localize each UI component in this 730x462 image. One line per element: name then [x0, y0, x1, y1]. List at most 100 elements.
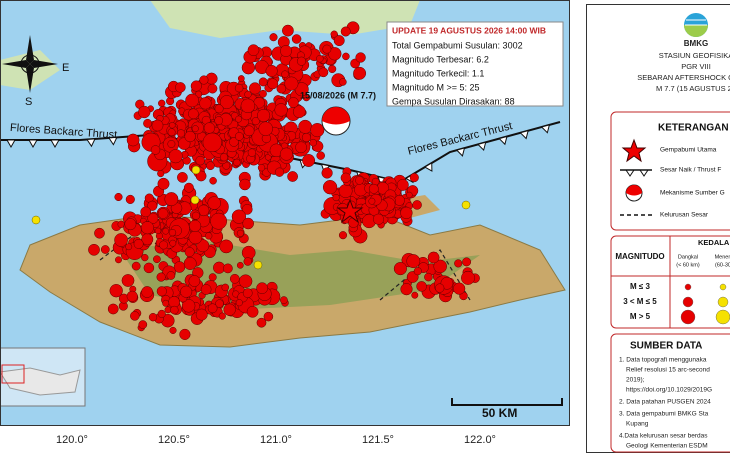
keterangan-item: Sesar Naik / Thrust F	[660, 167, 721, 174]
aftershock	[248, 149, 256, 157]
depth-column: Menen	[715, 254, 730, 260]
aftershock	[235, 116, 241, 122]
aftershock	[401, 283, 413, 295]
aftershock	[292, 35, 301, 44]
aftershock	[417, 281, 427, 291]
aftershock	[149, 313, 157, 321]
aftershock	[233, 159, 240, 166]
aftershock	[143, 119, 151, 127]
aftershock	[277, 84, 286, 93]
aftershock	[201, 284, 211, 294]
aftershock	[369, 198, 375, 204]
header-line: STASIUN GEOFISIKA	[659, 51, 730, 60]
aftershock	[268, 79, 278, 89]
aftershock	[209, 274, 216, 281]
aftershock	[299, 120, 312, 133]
aftershock	[235, 84, 243, 92]
aftershock	[126, 244, 132, 250]
aftershock	[184, 183, 193, 192]
aftershock	[205, 233, 212, 240]
aftershock	[241, 99, 255, 113]
aftershock	[339, 184, 352, 197]
aftershock	[196, 309, 207, 320]
magnitude-row: 3 < M ≤ 5	[623, 297, 657, 306]
aftershock	[158, 208, 168, 218]
aftershock	[339, 79, 346, 86]
aftershock	[282, 25, 293, 36]
aftershock	[125, 219, 136, 230]
aftershock	[311, 123, 325, 137]
aftershock	[373, 214, 384, 225]
aftershock	[126, 195, 135, 204]
aftershock	[244, 126, 254, 136]
aftershock	[132, 262, 140, 270]
aftershock	[158, 178, 169, 189]
source-line: 2019);	[626, 377, 645, 384]
info-line: Magnitudo Terkecil: 1.1	[392, 68, 484, 78]
aftershock	[235, 132, 243, 140]
aftershock	[224, 304, 236, 316]
source-line: Kupang	[626, 421, 649, 428]
aftershock	[323, 180, 337, 194]
aftershock	[334, 35, 344, 45]
aftershock	[435, 284, 444, 293]
aftershock-intermediate	[32, 216, 40, 224]
aftershock	[243, 289, 252, 298]
scale-label: 50 KM	[482, 406, 517, 420]
aftershock	[264, 312, 273, 321]
aftershock	[342, 53, 349, 60]
aftershock	[356, 53, 366, 63]
aftershock	[317, 152, 325, 160]
aftershock	[339, 231, 347, 239]
aftershock	[208, 197, 221, 210]
aftershock	[159, 241, 167, 249]
magnitude-row: M ≤ 3	[630, 282, 651, 291]
aftershock	[170, 306, 178, 314]
depth-header: KEDALA	[698, 238, 730, 247]
aftershock	[165, 192, 178, 205]
header-line: PGR VIII	[681, 62, 711, 71]
aftershock	[280, 45, 291, 56]
aftershock	[219, 313, 226, 320]
aftershock	[355, 176, 363, 184]
aftershock	[280, 148, 293, 161]
aftershock	[236, 299, 243, 306]
aftershock	[208, 84, 217, 93]
aftershock	[210, 177, 217, 184]
magnitude-symbol	[718, 297, 728, 307]
sources-title: SUMBER DATA	[630, 341, 702, 352]
aftershock	[257, 283, 268, 294]
keterangan-item: Kelurusan Sesar	[660, 212, 709, 219]
source-line: Relief resolusi 15 arc-second	[626, 367, 710, 374]
aftershock	[169, 229, 176, 236]
aftershock	[142, 286, 153, 297]
info-line: Gempa Susulan Dirasakan: 88	[392, 96, 515, 106]
aftershock	[369, 184, 378, 193]
info-line: Magnitudo Terbesar: 6.2	[392, 54, 489, 64]
aftershock	[206, 162, 214, 170]
aftershock	[247, 306, 258, 317]
mainshock-label: 15/08/2026 (M 7.7)	[300, 90, 376, 100]
aftershock	[244, 258, 252, 266]
aftershock	[122, 274, 134, 286]
aftershock	[158, 310, 166, 318]
aftershock	[108, 304, 118, 314]
aftershock	[323, 45, 331, 53]
longitude-label: 121.5°	[362, 434, 394, 446]
keterangan-item: Mekanisme Sumber G	[660, 190, 725, 197]
source-line: 1. Data topografi menggunaka	[619, 357, 707, 364]
aftershock	[175, 82, 185, 92]
aftershock	[189, 220, 201, 232]
aftershock	[401, 207, 413, 219]
longitude-label: 121.0°	[260, 434, 292, 446]
compass-east: E	[62, 62, 69, 74]
aftershock	[88, 244, 99, 255]
aftershock	[454, 260, 462, 268]
aftershock	[168, 140, 175, 147]
aftershock	[220, 240, 233, 253]
aftershock	[245, 91, 252, 98]
aftershock	[462, 258, 470, 266]
aftershock	[185, 247, 194, 256]
legend-panel	[587, 5, 730, 453]
